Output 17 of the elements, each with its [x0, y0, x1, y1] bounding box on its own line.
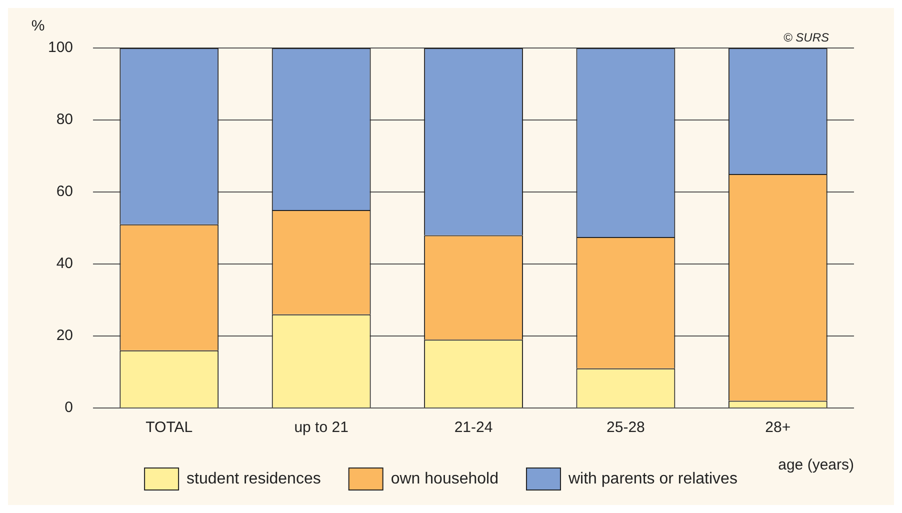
y-tick-label: 60 — [56, 183, 74, 200]
x-tick-label: up to 21 — [294, 419, 348, 436]
y-tick-label: 40 — [56, 255, 74, 272]
legend-label: own household — [390, 470, 498, 488]
y-tick-label: 100 — [48, 39, 74, 56]
x-tick-label: TOTAL — [146, 419, 193, 436]
x-tick-label: 25-28 — [606, 419, 645, 436]
x-tick-label: 21-24 — [454, 419, 493, 436]
y-tick-label: 20 — [56, 327, 74, 344]
legend-label: with parents or relatives — [567, 470, 738, 488]
x-tick-label: 28+ — [765, 419, 791, 436]
legend-label: student residences — [186, 470, 321, 488]
y-axis-title: % — [31, 18, 45, 35]
y-tick-label: 80 — [56, 111, 74, 128]
x-axis-title: age (years) — [778, 456, 854, 474]
y-tick-label: 0 — [64, 399, 74, 416]
text: © SURS — [783, 30, 829, 44]
